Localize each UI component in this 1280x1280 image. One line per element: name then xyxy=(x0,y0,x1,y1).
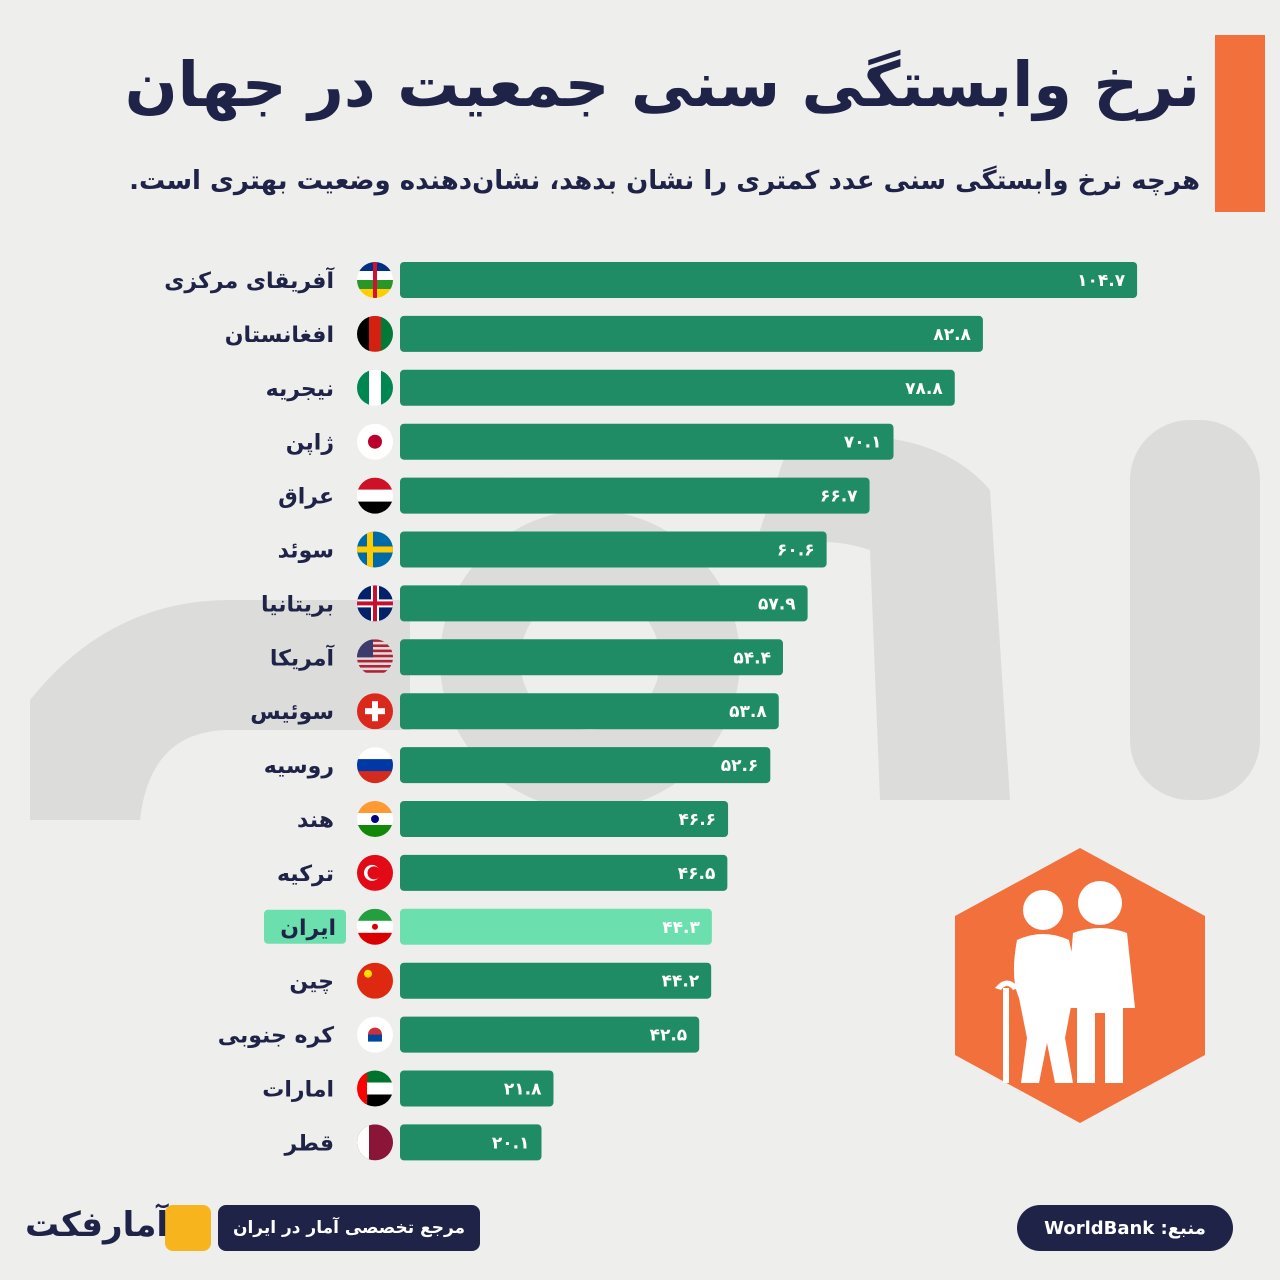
flag-switzerland-icon xyxy=(357,693,393,730)
flag-iran-icon xyxy=(357,908,393,945)
flag-japan-icon xyxy=(357,423,393,460)
bar xyxy=(400,693,779,730)
country-label: نیجریه xyxy=(266,377,334,402)
bar-value-label: ۶۰.۶ xyxy=(777,541,815,561)
bar-value-label: ۵۷.۹ xyxy=(758,594,796,614)
bar xyxy=(400,962,712,999)
bar xyxy=(400,639,783,676)
bar-value-label: ۴۶.۵ xyxy=(678,864,716,884)
bar xyxy=(400,1070,554,1107)
flag-uae-icon xyxy=(357,1070,393,1107)
bar-value-label: ۵۴.۴ xyxy=(733,648,771,668)
bar xyxy=(400,801,729,837)
country-label: کره جنوبی xyxy=(218,1024,334,1049)
bar-value-label: ۲۰.۱ xyxy=(492,1133,530,1153)
flag-sweden-icon xyxy=(357,531,393,568)
flag-south-korea-icon xyxy=(357,1016,393,1053)
bar xyxy=(400,531,827,568)
bar xyxy=(400,585,808,622)
bar-value-label: ۱۰۴.۷ xyxy=(1077,271,1126,291)
bar xyxy=(400,423,894,460)
bar xyxy=(400,854,728,891)
flag-russia-icon xyxy=(357,747,393,784)
bar-value-label: ۴۲.۵ xyxy=(650,1026,688,1046)
accent-bar xyxy=(1215,35,1265,212)
flag-uk-icon xyxy=(357,585,393,622)
bar xyxy=(400,369,955,406)
flag-afghanistan-icon xyxy=(357,315,393,352)
page-subtitle: هرچه نرخ وابستگی سنی عدد کمتری را نشان ب… xyxy=(129,166,1200,196)
flag-turkey-icon xyxy=(357,854,393,891)
country-label: ترکیه xyxy=(277,862,334,887)
country-label: ایران xyxy=(280,916,336,941)
country-label: امارات xyxy=(262,1078,334,1103)
bar-value-label: ۲۱.۸ xyxy=(504,1080,542,1100)
bar-value-label: ۸۲.۸ xyxy=(933,325,971,345)
country-label: آفریقای مرکزی xyxy=(164,266,334,294)
flag-central-african-republic-icon xyxy=(357,262,393,298)
flag-nigeria-icon xyxy=(357,369,393,406)
logo-text: آمارفکت xyxy=(25,1205,169,1245)
bar-value-label: ۵۲.۶ xyxy=(721,756,759,776)
country-label: چین xyxy=(289,970,334,995)
country-label: افغانستان xyxy=(225,323,334,348)
country-label: ژاپن xyxy=(286,431,334,456)
highlight-label-bg xyxy=(264,909,346,944)
country-label: روسیه xyxy=(264,754,334,779)
elderly-couple-icon xyxy=(955,848,1205,1123)
bar-value-label: ۴۶.۶ xyxy=(678,810,716,830)
source-badge: منبع: WorldBank xyxy=(1017,1205,1233,1251)
flag-qatar-icon xyxy=(357,1124,393,1161)
bar-value-label: ۵۳.۸ xyxy=(729,702,767,722)
country-label: سوئد xyxy=(278,539,334,564)
logo-mark xyxy=(165,1205,211,1251)
country-label: سوئیس xyxy=(250,700,334,725)
country-label: آمریکا xyxy=(270,643,335,671)
bar xyxy=(400,477,870,514)
bar-value-label: ۴۴.۲ xyxy=(662,972,700,992)
bar xyxy=(400,908,712,945)
flag-iraq-icon xyxy=(357,477,393,514)
bar-value-label: ۶۶.۷ xyxy=(820,487,858,507)
tagline: مرجع تخصصی آمار در ایران xyxy=(218,1205,480,1251)
bar-value-label: ۴۴.۳ xyxy=(662,918,700,938)
bar xyxy=(400,1016,700,1053)
page-title: نرخ وابستگی سنی جمعیت در جهان xyxy=(124,48,1200,121)
flag-usa-icon xyxy=(357,639,393,673)
country-label: عراق xyxy=(278,485,334,510)
bar xyxy=(400,315,983,352)
flag-china-icon xyxy=(357,962,393,999)
country-label: قطر xyxy=(283,1131,334,1156)
flag-india-icon xyxy=(357,801,393,837)
country-label: بریتانیا xyxy=(261,592,334,617)
bar-value-label: ۷۸.۸ xyxy=(905,379,943,399)
bar xyxy=(400,1124,542,1161)
country-label: هند xyxy=(297,808,334,833)
bar xyxy=(400,262,1138,298)
bar-value-label: ۷۰.۱ xyxy=(844,433,882,453)
bar xyxy=(400,747,771,784)
